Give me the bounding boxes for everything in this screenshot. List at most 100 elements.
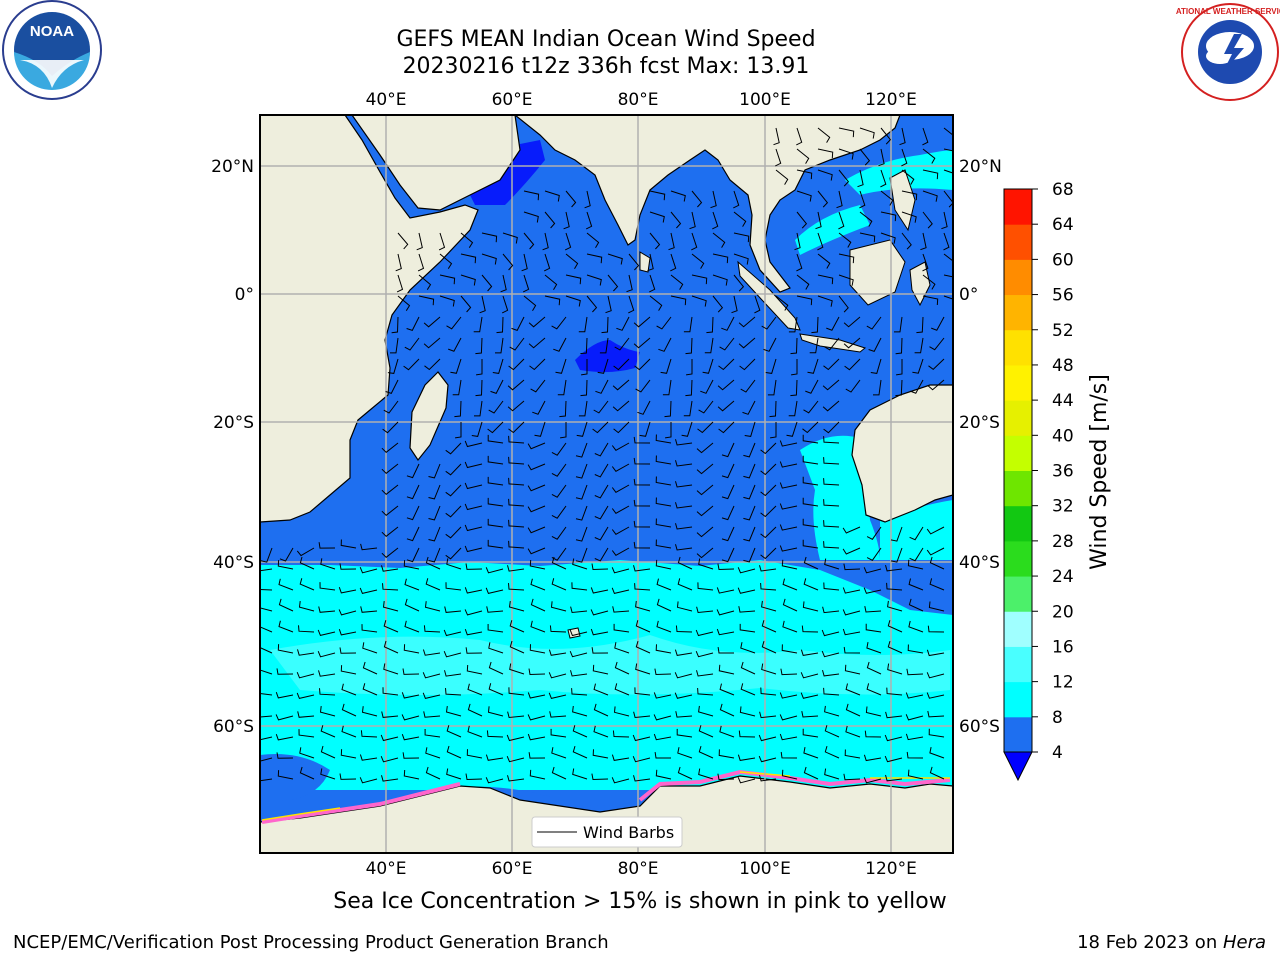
wind-barb-59	[922, 211, 933, 229]
wind-barb-164	[633, 316, 651, 328]
wind-barb-465	[698, 558, 714, 570]
wind-barb-565	[716, 628, 735, 636]
wind-barb-632	[740, 661, 756, 675]
wind-barb-575	[927, 625, 945, 633]
wind-barb-30	[584, 190, 591, 209]
wind-barb-742	[276, 752, 294, 759]
wind-barb-564	[695, 629, 714, 637]
wind-barb-648	[382, 687, 399, 696]
wind-barb-53	[796, 211, 808, 229]
wind-barb-683	[423, 711, 441, 718]
wind-barb-665	[740, 683, 756, 696]
wind-barb-15	[901, 148, 908, 167]
wind-barb-82	[920, 232, 927, 251]
wind-barb-626	[614, 661, 630, 675]
wind-barb-761	[677, 747, 693, 759]
wind-barb-255	[895, 379, 903, 397]
wind-barb-133	[501, 295, 509, 314]
wind-barb-326	[551, 463, 567, 477]
wind-barb-200	[824, 337, 840, 351]
wind-barb-157	[496, 316, 504, 334]
wind-barb-642	[260, 692, 273, 696]
wind-barb-523	[530, 598, 546, 612]
wind-barb-715	[401, 734, 420, 741]
wind-barb-158	[511, 316, 525, 332]
wind-barb-691	[593, 703, 609, 717]
wind-barb-334	[721, 463, 735, 479]
wind-barb-12	[838, 148, 854, 160]
wind-barb-646	[341, 683, 357, 696]
wind-barb-388	[464, 524, 483, 532]
wind-barb-452	[425, 556, 441, 570]
wind-barb-17	[943, 148, 953, 152]
wind-barb-554	[487, 624, 504, 633]
wind-barb-758	[611, 754, 630, 761]
wind-barb-508	[908, 578, 924, 591]
wind-barb-427	[594, 547, 609, 562]
lat-tick-right-2: 20°S	[959, 413, 1000, 433]
wind-barb-718	[467, 725, 483, 738]
wind-barb-102	[817, 253, 831, 269]
wind-barb-577	[277, 644, 294, 654]
wind-barb-782	[425, 766, 441, 780]
wind-barb-legend: Wind Barbs	[531, 816, 683, 848]
wind-barb-738	[884, 734, 903, 742]
wind-barb-104	[922, 253, 929, 272]
wind-barb-369	[527, 505, 546, 513]
wind-barb-675	[260, 715, 273, 718]
wind-barb-679	[341, 703, 357, 717]
wind-barb-719	[486, 730, 504, 738]
wind-barb-559	[590, 628, 609, 636]
wind-barb-70	[586, 232, 600, 248]
wind-barb-486	[445, 582, 462, 591]
colorbar-tick-label-11: 48	[1052, 356, 1074, 376]
wind-barb-604	[843, 646, 861, 654]
wind-barb-699	[759, 711, 777, 719]
wind-barb-451	[403, 560, 420, 570]
wind-barb-262	[507, 400, 525, 412]
wind-barb-543	[260, 620, 273, 633]
wind-barb-729	[698, 725, 714, 738]
wind-barb-302	[508, 435, 525, 444]
wind-barb-553	[464, 629, 483, 636]
wind-barb-355	[696, 484, 714, 496]
wind-barb-140	[649, 295, 663, 311]
wind-barb-636	[822, 669, 840, 677]
wind-barb-186	[528, 337, 546, 349]
wind-barb-225	[791, 359, 798, 376]
colorbar-segment-10	[1004, 364, 1032, 401]
lat-tick-left-1: 0°	[235, 285, 254, 305]
wind-barb-281	[487, 421, 504, 434]
wind-barb-448	[339, 563, 357, 570]
wind-barb-185	[509, 337, 525, 351]
wind-barb-522	[508, 601, 525, 612]
wind-barb-638	[866, 661, 882, 675]
wind-barb-521	[486, 606, 504, 613]
wind-barb-220	[686, 359, 693, 376]
wind-barb-39	[859, 190, 866, 209]
wind-barb-709	[275, 734, 294, 741]
lat-tick-right-3: 40°S	[959, 553, 1000, 573]
wind-barb-766	[780, 751, 798, 759]
wind-barb-356	[721, 484, 735, 500]
wind-barb-206	[387, 358, 399, 374]
wind-barb-393	[575, 526, 588, 542]
colorbar-tick-label-13: 56	[1052, 286, 1074, 306]
wind-barb-165	[656, 316, 672, 330]
wind-barb-798	[759, 774, 777, 782]
wind-barb-618	[444, 670, 462, 677]
wind-barb-321	[445, 463, 462, 476]
wind-barb-431	[675, 544, 693, 551]
wind-barb-414	[318, 542, 336, 549]
colorbar-segment-13	[1004, 259, 1032, 296]
wind-barb-777	[320, 768, 336, 780]
wind-barb-780	[381, 775, 399, 782]
wind-barb-156	[473, 316, 483, 333]
wind-barb-348	[551, 484, 567, 498]
wind-barb-296	[802, 421, 819, 434]
wind-barb-124	[817, 274, 834, 285]
wind-barb-627	[635, 663, 651, 675]
wind-barb-655	[527, 692, 546, 699]
wind-barb-700	[779, 714, 798, 721]
wind-barb-494	[611, 587, 630, 594]
